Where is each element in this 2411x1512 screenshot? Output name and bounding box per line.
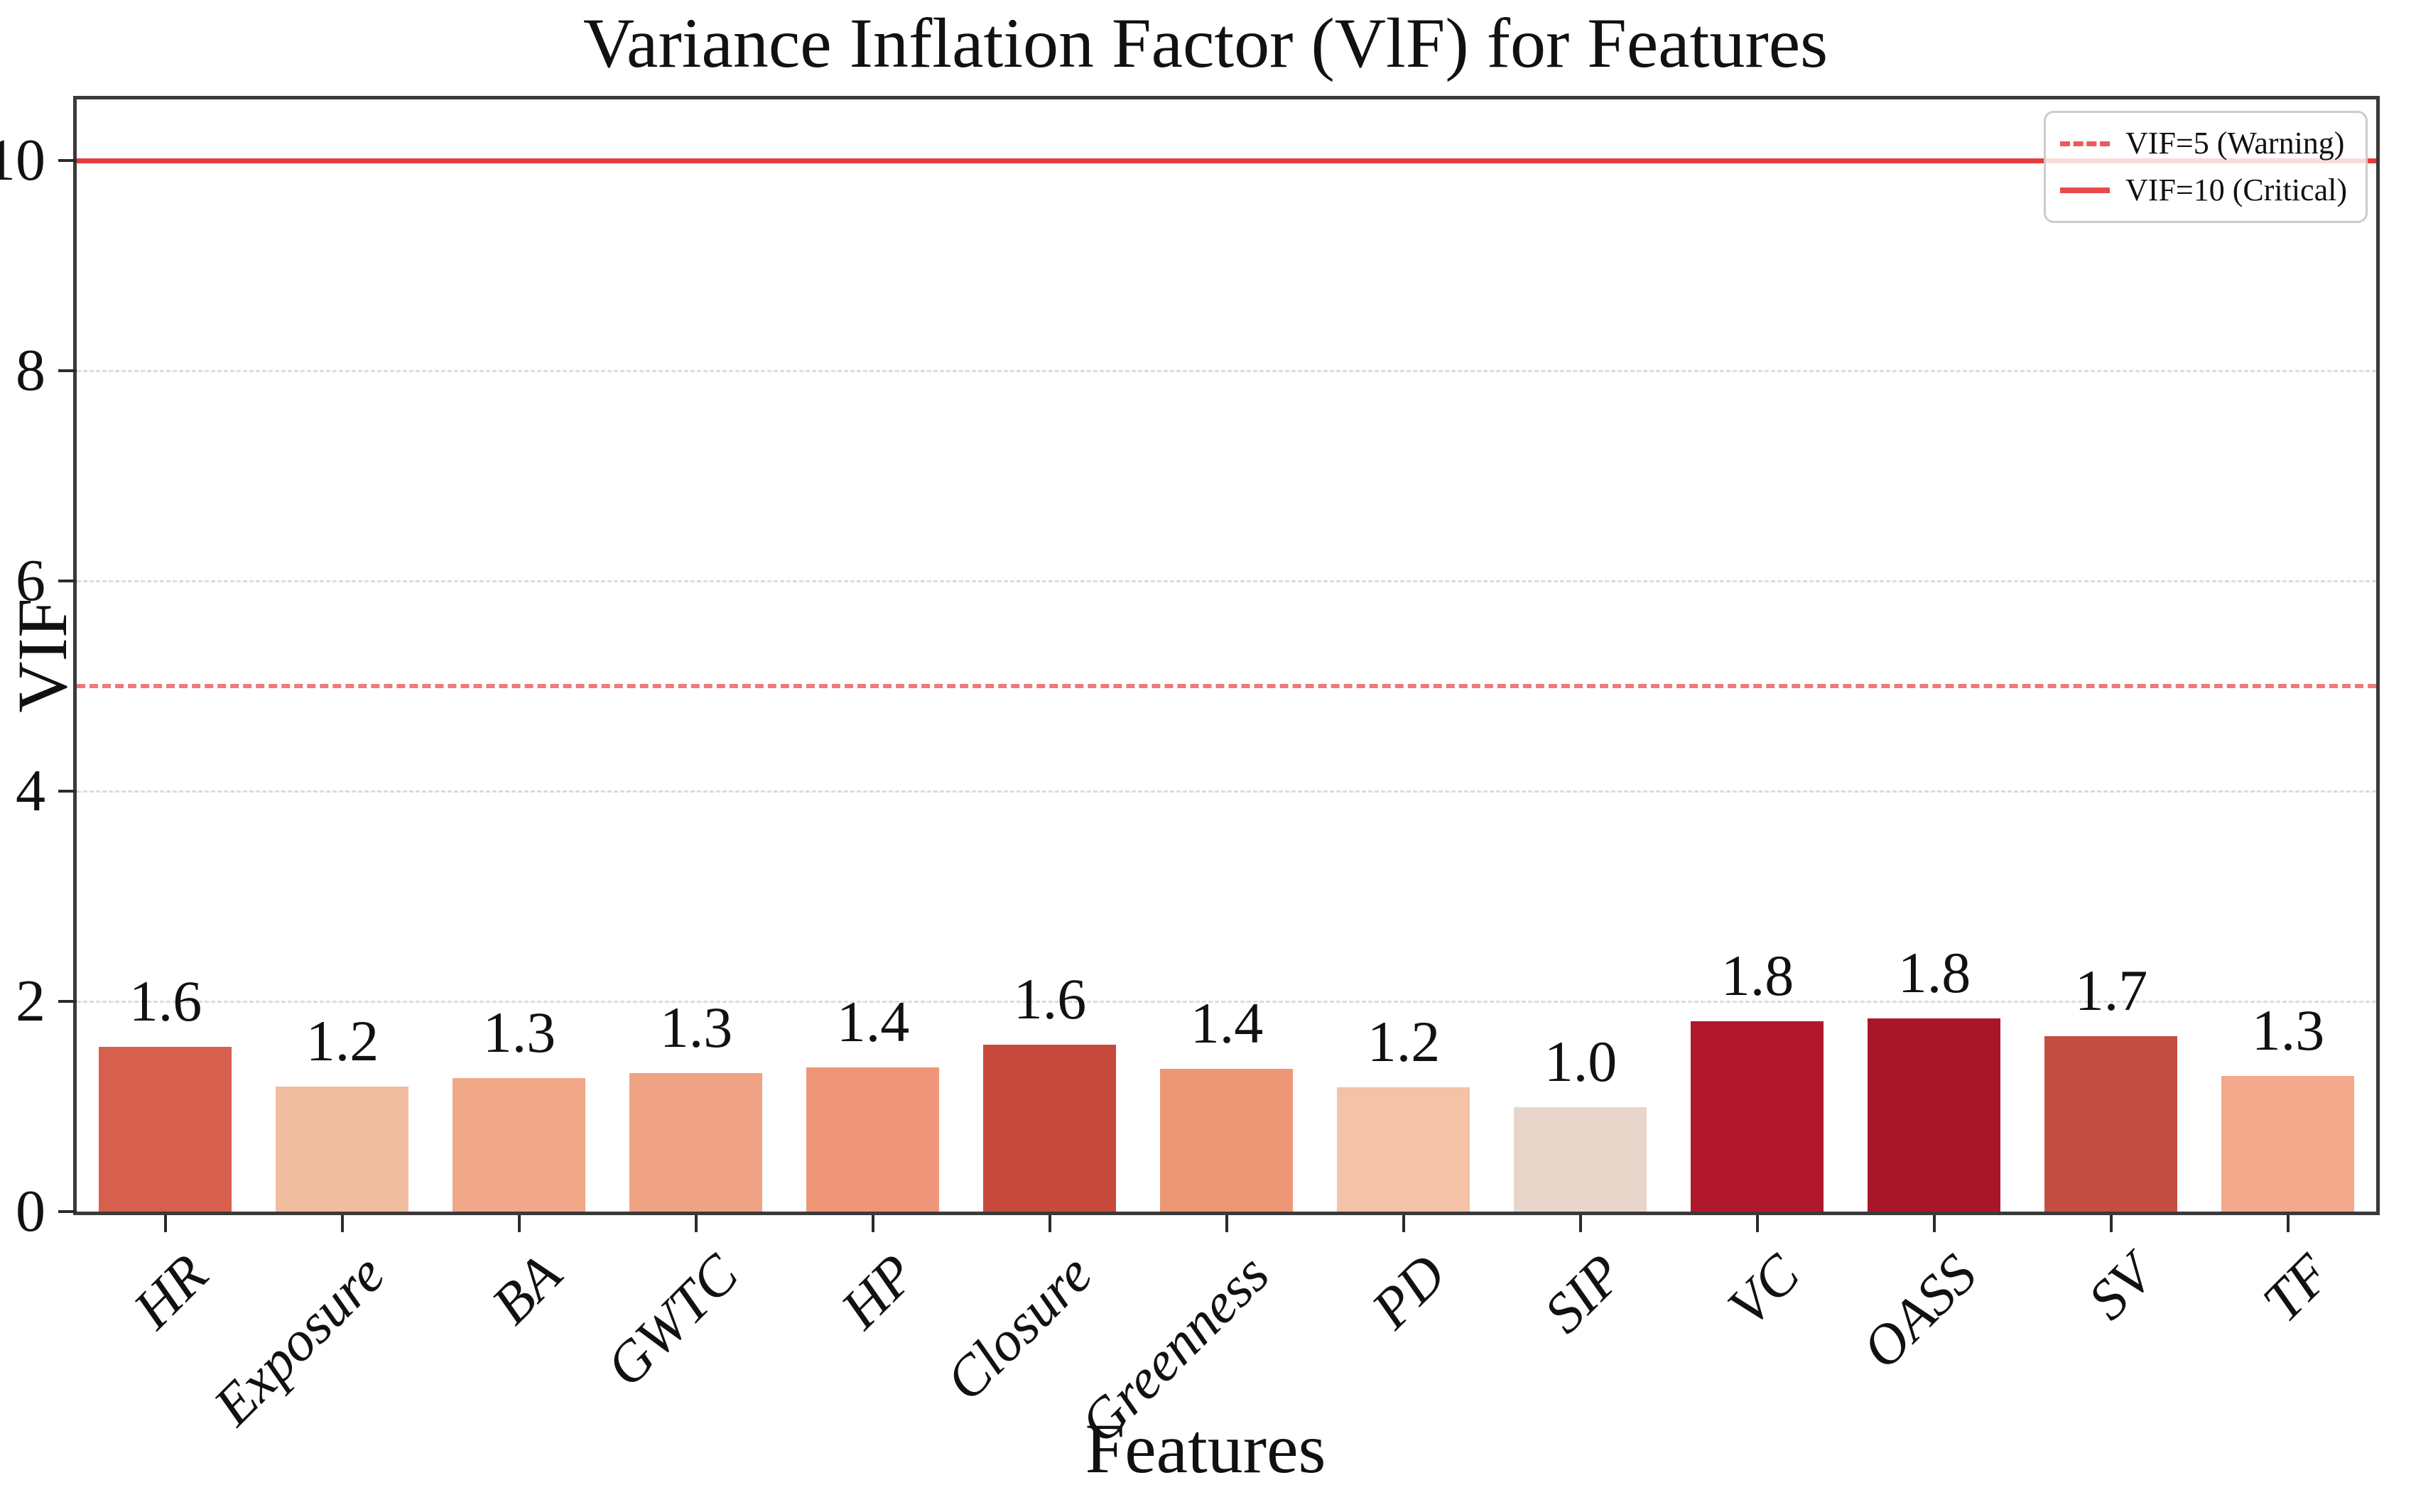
legend: VIF=5 (Warning) VIF=10 (Critical) xyxy=(2044,111,2368,223)
bar-value-label-TF: 1.3 xyxy=(2251,998,2325,1062)
legend-label-warning: VIF=5 (Warning) xyxy=(2125,126,2345,161)
reference-line-vif5 xyxy=(77,683,2376,688)
bar-value-label-Exposure: 1.2 xyxy=(305,1008,379,1073)
x-tick-mark-PD xyxy=(1402,1215,1405,1232)
chart-title: Variance Inflation Factor (VlF) for Feat… xyxy=(583,4,1828,82)
y-tick-label-4: 4 xyxy=(16,757,45,824)
bar-value-label-SV: 1.7 xyxy=(2074,958,2148,1023)
x-tick-mark-GWTC xyxy=(695,1215,698,1232)
bar-value-label-HP: 1.4 xyxy=(836,989,910,1054)
bar-HP xyxy=(806,1067,939,1212)
gridline-y8 xyxy=(77,369,2376,372)
bar-Closure xyxy=(983,1045,1116,1212)
gridline-y6 xyxy=(77,580,2376,582)
reference-line-vif10 xyxy=(77,158,2376,163)
x-tick-mark-SV xyxy=(2110,1215,2113,1232)
x-tick-mark-Greenness xyxy=(1225,1215,1228,1232)
bar-TF xyxy=(2221,1076,2354,1212)
y-tick-mark-10 xyxy=(58,158,77,162)
legend-item-warning: VIF=5 (Warning) xyxy=(2060,123,2347,164)
x-tick-mark-TF xyxy=(2287,1215,2290,1232)
bar-SIP xyxy=(1514,1107,1647,1212)
dashed-line-swatch-icon xyxy=(2060,141,2111,146)
x-tick-mark-VC xyxy=(1756,1215,1759,1232)
x-tick-mark-HR xyxy=(164,1215,167,1232)
bar-PD xyxy=(1337,1087,1470,1212)
legend-item-critical: VIF=10 (Critical) xyxy=(2060,170,2347,211)
bar-value-label-OASS: 1.8 xyxy=(1897,940,1971,1005)
bar-VC xyxy=(1691,1021,1824,1212)
bar-value-label-HR: 1.6 xyxy=(129,969,202,1033)
x-tick-mark-BA xyxy=(518,1215,521,1232)
y-tick-mark-4 xyxy=(58,789,77,793)
y-tick-label-0: 0 xyxy=(16,1178,45,1244)
y-tick-label-8: 8 xyxy=(16,337,45,403)
bar-SV xyxy=(2044,1036,2177,1212)
x-tick-mark-HP xyxy=(872,1215,874,1232)
y-tick-mark-0 xyxy=(58,1210,77,1213)
bar-value-label-VC: 1.8 xyxy=(1721,943,1794,1008)
legend-label-critical: VIF=10 (Critical) xyxy=(2125,173,2347,207)
gridline-y2 xyxy=(77,1000,2376,1003)
solid-line-swatch-icon xyxy=(2060,187,2111,193)
bar-HR xyxy=(99,1047,232,1212)
bar-OASS xyxy=(1868,1018,2000,1212)
x-tick-mark-SIP xyxy=(1579,1215,1582,1232)
bar-value-label-SIP: 1.0 xyxy=(1544,1029,1618,1094)
y-tick-mark-2 xyxy=(58,999,77,1003)
y-tick-label-6: 6 xyxy=(16,547,45,614)
gridline-y4 xyxy=(77,790,2376,793)
y-tick-label-2: 2 xyxy=(16,967,45,1034)
bar-BA xyxy=(453,1078,585,1212)
y-tick-label-10: 10 xyxy=(0,126,45,193)
bar-GWTC xyxy=(629,1073,762,1212)
x-tick-mark-Exposure xyxy=(341,1215,344,1232)
x-tick-mark-Closure xyxy=(1049,1215,1051,1232)
bar-value-label-PD: 1.2 xyxy=(1367,1009,1441,1074)
bar-Exposure xyxy=(276,1087,408,1212)
bar-value-label-Greenness: 1.4 xyxy=(1190,991,1264,1055)
bar-value-label-Closure: 1.6 xyxy=(1013,967,1087,1031)
y-tick-mark-6 xyxy=(58,579,77,582)
y-tick-mark-8 xyxy=(58,369,77,372)
x-axis-label: Features xyxy=(1085,1409,1326,1488)
bar-value-label-BA: 1.3 xyxy=(482,1000,556,1065)
plot-area: VIF=5 (Warning) VIF=10 (Critical) 1.6 1.2… xyxy=(73,96,2380,1215)
bar-Greenness xyxy=(1160,1069,1293,1212)
x-tick-mark-OASS xyxy=(1933,1215,1936,1232)
bar-value-label-GWTC: 1.3 xyxy=(659,995,733,1060)
